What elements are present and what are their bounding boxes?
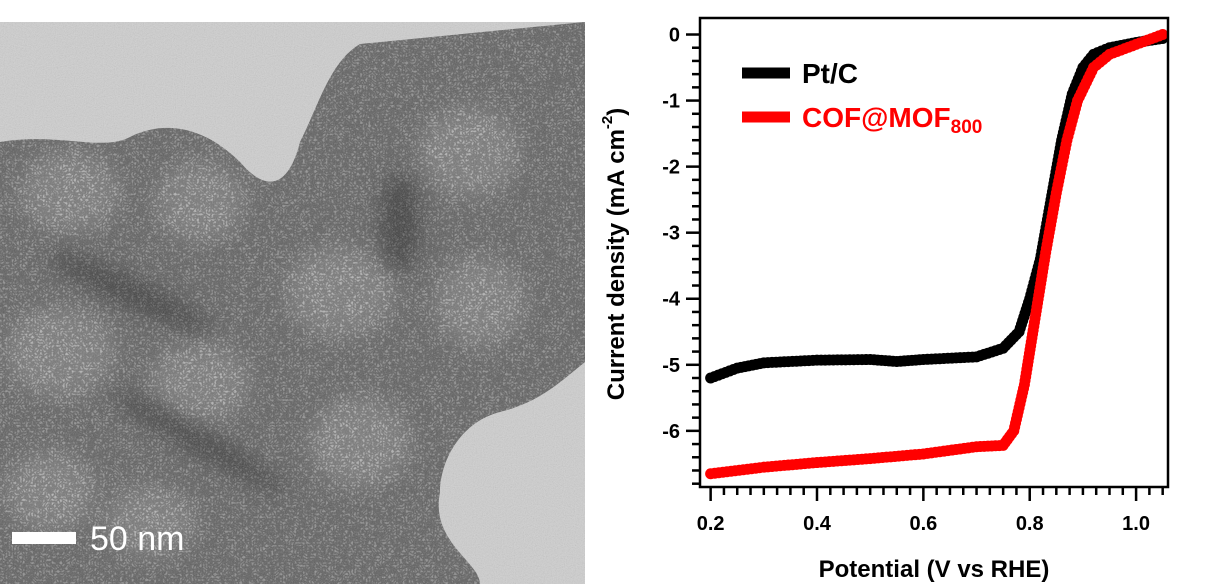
- y-tick-label: -3: [662, 223, 680, 245]
- x-tick-label: 0.2: [697, 513, 725, 535]
- scale-bar-label: 50 nm: [90, 520, 185, 558]
- legend-label-cof-mof-main: COF@MOF: [802, 102, 951, 133]
- legend-label-pt-c: Pt/C: [802, 58, 858, 89]
- plot-marks: [705, 29, 1169, 480]
- data-point: [1157, 29, 1169, 41]
- y-tick-label: -4: [662, 289, 681, 311]
- x-tick-label: 0.6: [909, 513, 937, 535]
- y-axis-title-main: Current density (mA cm: [603, 129, 630, 400]
- x-axis-title: Potential (V vs RHE): [819, 556, 1050, 583]
- y-axis-title: Current density (mA cm-2): [599, 108, 630, 401]
- axis-ticks: 0.2 0.4 0.6 0.8 1.0 0 -1 -2 -3 -4 -5 -6: [662, 25, 1164, 535]
- y-tick-label: 0: [669, 25, 680, 47]
- y-axis-title-superscript: -2: [599, 116, 616, 129]
- legend-label-cof-mof: COF@MOF800: [802, 102, 982, 138]
- plot-frame: [698, 16, 1170, 489]
- legend-label-cof-mof-subscript: 800: [951, 117, 983, 138]
- y-tick-label: -2: [662, 157, 680, 179]
- y-axis-title-close: ): [603, 108, 630, 116]
- tem-micrograph: [0, 22, 585, 584]
- legend: Pt/C COF@MOF800: [742, 58, 982, 138]
- series-cof-mof: [705, 29, 1169, 480]
- y-tick-label: -6: [662, 421, 680, 443]
- x-tick-label: 0.4: [803, 513, 832, 535]
- scale-bar: [12, 532, 76, 544]
- y-tick-label: -1: [662, 91, 680, 113]
- x-tick-label: 1.0: [1122, 513, 1150, 535]
- x-tick-label: 0.8: [1016, 513, 1044, 535]
- series-pt-c: [705, 32, 1169, 384]
- y-tick-label: -5: [662, 355, 680, 377]
